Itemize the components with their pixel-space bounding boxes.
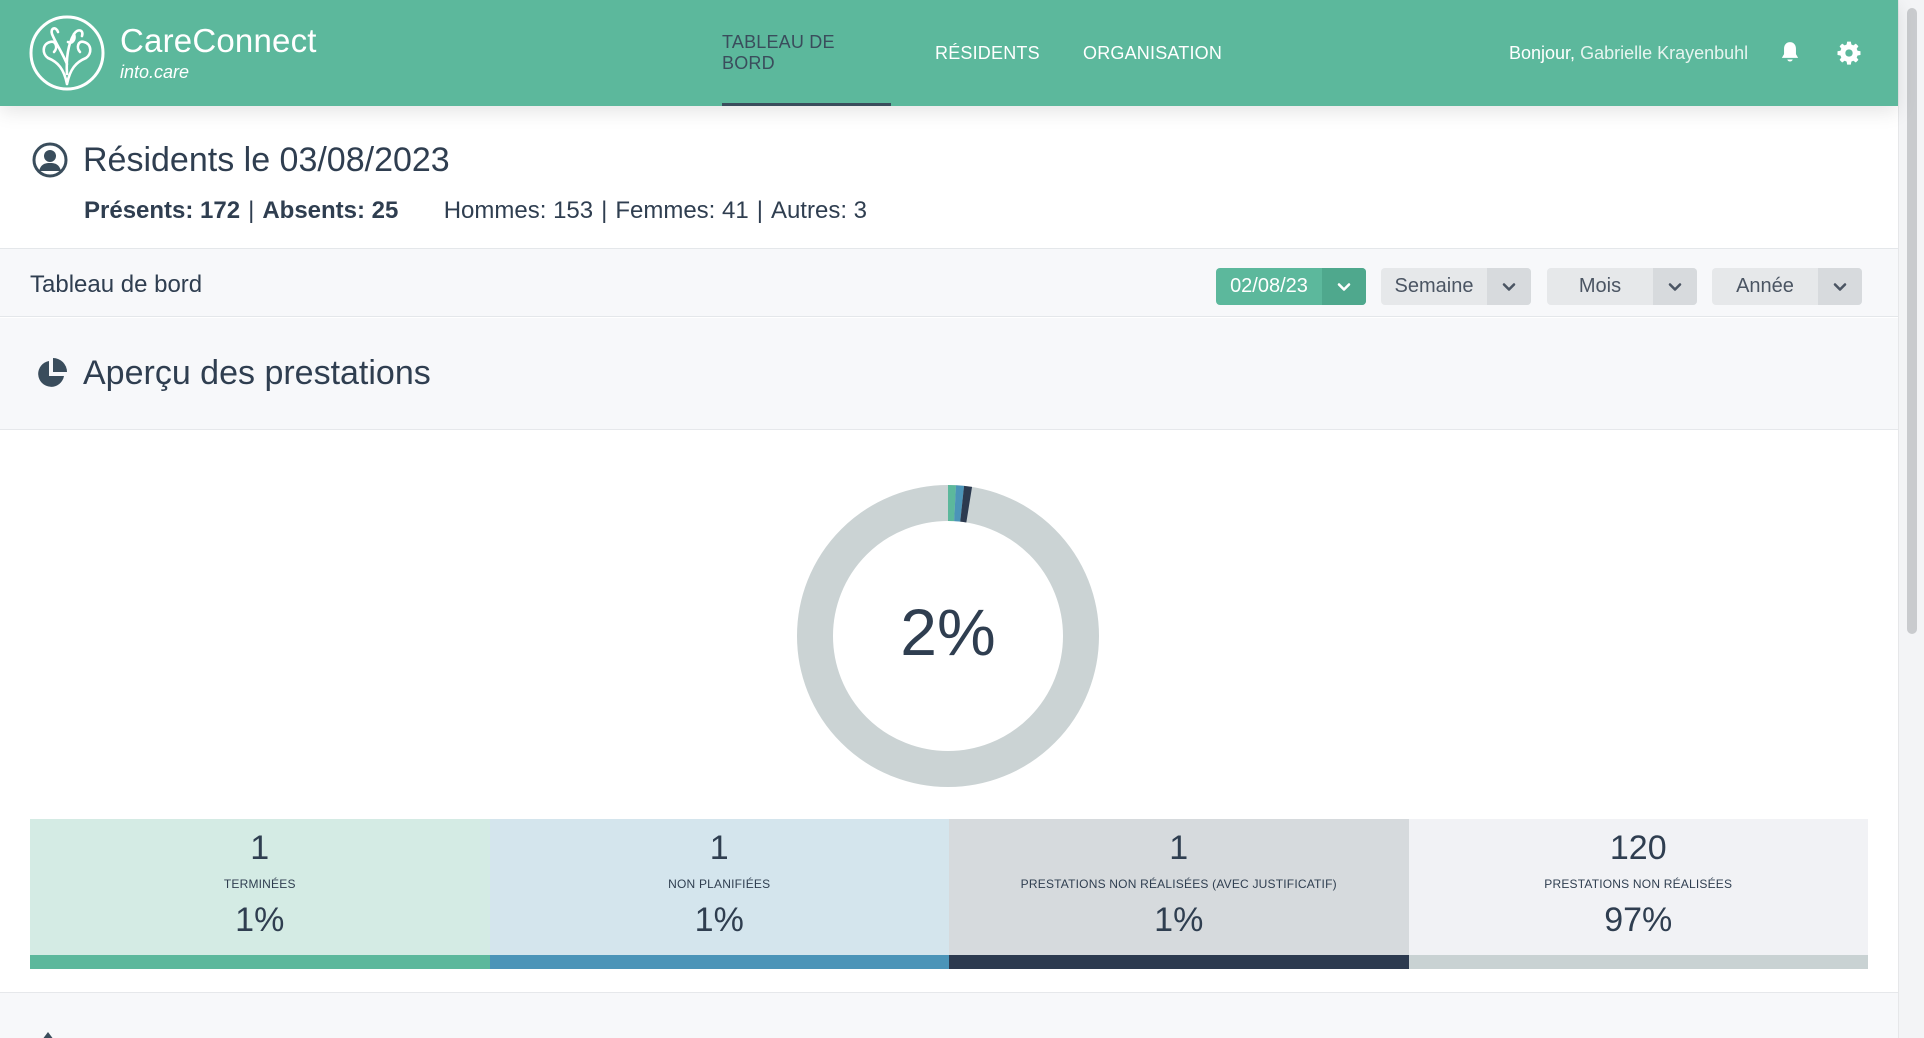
card-unplanned[interactable]: 1 NON PLANIFIÉES 1% <box>489 819 949 969</box>
card-count: 120 <box>1609 829 1667 867</box>
user-circle-icon <box>32 142 68 178</box>
separator: | <box>756 197 763 224</box>
men-count: Hommes: 153 <box>443 197 594 224</box>
card-percent: 97% <box>1604 901 1673 939</box>
status-cards: 1 TERMINÉES 1% 1 NON PLANIFIÉES 1% 1 PRE… <box>30 819 1868 969</box>
card-label: PRESTATIONS NON RÉALISÉES <box>1544 877 1733 891</box>
month-dropdown[interactable]: Mois <box>1547 268 1697 305</box>
card-label: TERMINÉES <box>223 877 296 891</box>
card-percent: 1% <box>694 901 744 939</box>
gear-icon[interactable] <box>1836 40 1862 66</box>
card-label: NON PLANIFIÉES <box>668 877 771 891</box>
card-color-bar <box>1408 955 1868 969</box>
date-value[interactable]: 02/08/23 <box>1230 275 1308 297</box>
card-color-bar <box>949 955 1409 969</box>
card-percent: 1% <box>1154 901 1204 939</box>
card-not-done-justified[interactable]: 1 PRESTATIONS NON RÉALISÉES (AVEC JUSTIF… <box>949 819 1409 969</box>
donut-segment-completed <box>797 485 1099 787</box>
others-count: Autres: 3 <box>770 197 867 224</box>
dashboard-toolbar: Tableau de bord 02/08/23 Semaine Mois An… <box>0 249 1898 317</box>
card-not-done[interactable]: 120 PRESTATIONS NON RÉALISÉES 97% <box>1408 819 1868 969</box>
user-name-link[interactable]: Gabrielle Krayenbuhl <box>1580 43 1749 63</box>
nav-tab-organisation[interactable]: ORGANISATION <box>1083 42 1223 63</box>
chevron-down-icon[interactable] <box>1322 268 1366 305</box>
overview-header: Aperçu des prestations <box>0 318 1898 430</box>
date-dropdown[interactable]: 02/08/23 <box>1216 268 1366 305</box>
scrollbar-thumb[interactable] <box>1907 8 1917 634</box>
separator: | <box>248 197 255 224</box>
card-count: 1 <box>709 829 729 867</box>
card-completed[interactable]: 1 TERMINÉES 1% <box>30 819 490 969</box>
services-donut-chart <box>797 485 1099 787</box>
residents-summary: Résidents le 03/08/2023 Présents: 172 | Ab… <box>0 106 1898 249</box>
logo-icon[interactable] <box>28 14 106 92</box>
year-label[interactable]: Année <box>1736 275 1794 297</box>
week-label[interactable]: Semaine <box>1394 275 1474 297</box>
week-dropdown[interactable]: Semaine <box>1381 268 1531 305</box>
month-label[interactable]: Mois <box>1578 275 1622 297</box>
top-navbar: CareConnect into.care TABLEAU DE BORD RÉ… <box>0 0 1898 106</box>
card-color-bar <box>30 955 490 969</box>
brand-name: CareConnect <box>120 22 317 59</box>
bell-icon[interactable] <box>1777 40 1803 66</box>
card-color-bar <box>489 955 949 969</box>
residents-title: Résidents le 03/08/2023 <box>83 141 450 179</box>
pie-chart-icon <box>38 358 67 387</box>
present-count: Présents: 172 <box>84 197 241 224</box>
toolbar-title: Tableau de bord <box>30 271 203 298</box>
chevron-down-icon[interactable] <box>1487 268 1531 305</box>
next-section-header <box>0 992 1898 1038</box>
chevron-down-icon[interactable] <box>1818 268 1862 305</box>
year-dropdown[interactable]: Année <box>1712 268 1862 305</box>
card-percent: 1% <box>235 901 285 939</box>
nav-tab-dashboard[interactable]: TABLEAU DE BORD <box>722 0 891 106</box>
greeting-text: Bonjour, <box>1509 43 1576 63</box>
card-label: PRESTATIONS NON RÉALISÉES (AVEC JUSTIFIC… <box>1020 877 1337 891</box>
card-count: 1 <box>250 829 270 867</box>
card-count: 1 <box>1169 829 1189 867</box>
donut-center-percent: 2% <box>900 595 996 669</box>
brand-subtitle: into.care <box>120 62 190 82</box>
nav-tab-residents[interactable]: RÉSIDENTS <box>935 42 1040 63</box>
user-greeting: Bonjour, Gabrielle Krayenbuhl <box>1509 43 1748 64</box>
separator: | <box>601 197 608 224</box>
page-scrollbar[interactable] <box>1898 0 1924 1038</box>
chevron-down-icon[interactable] <box>1653 268 1697 305</box>
residents-stats: Présents: 172 | Absents: 25 Hommes: 153 | Fe… <box>84 197 867 225</box>
women-count: Femmes: 41 <box>615 197 749 224</box>
section-icon <box>43 1032 53 1038</box>
absent-count: Absents: 25 <box>262 197 399 224</box>
overview-title: Aperçu des prestations <box>83 354 431 392</box>
